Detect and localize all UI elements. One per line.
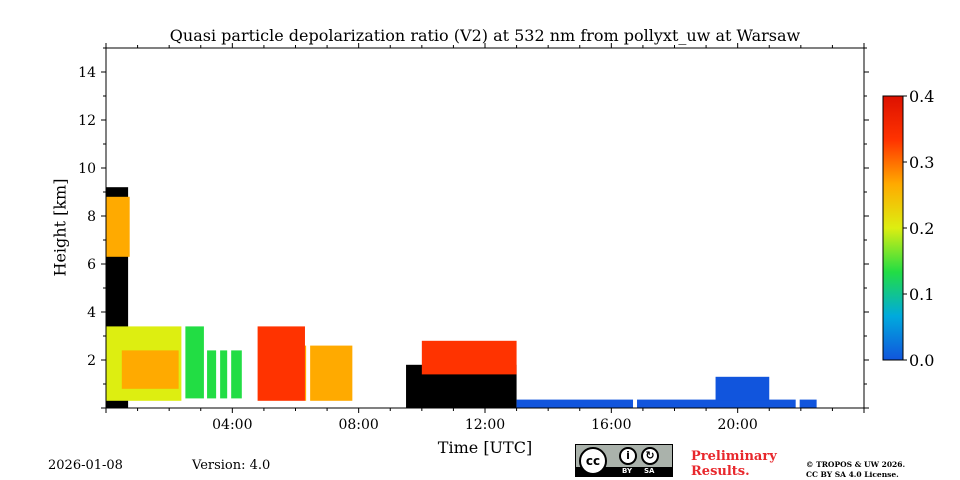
sa-icon: ↻ <box>641 447 659 465</box>
cc-badge-strip <box>576 467 672 476</box>
heatmap-area <box>106 48 817 408</box>
cc-license-badge: cc i ↻ BY SA <box>575 444 673 477</box>
preliminary-notice: Preliminary Results. <box>691 449 777 479</box>
date-label: 2026-01-08 <box>48 458 123 473</box>
data-gap-5 <box>633 48 638 408</box>
colorbar-tick-label-0.4: 0.4 <box>909 87 934 106</box>
y-axis-label: Height [km] <box>50 178 70 277</box>
copyright-line-2: CC BY SA 4.0 License. <box>806 470 899 479</box>
heatmap-region-10 <box>516 399 817 408</box>
colorbar <box>882 95 904 361</box>
y-tick-label-10: 10 <box>78 161 96 177</box>
colorbar-ticks: 0.0 0.1 0.2 0.3 0.4 <box>903 87 934 370</box>
data-gap-2 <box>227 48 232 408</box>
colorbar-tick-label-0.3: 0.3 <box>909 153 934 172</box>
copyright-line-1: © TROPOS & UW 2026. <box>806 460 906 469</box>
y-tick-label-4: 4 <box>87 305 96 321</box>
y-tick-label-12: 12 <box>78 113 96 129</box>
data-gap-6 <box>795 48 800 408</box>
cc-icon: cc <box>579 447 607 475</box>
y-tick-label-2: 2 <box>87 353 96 369</box>
x-tick-label-16:00: 16:00 <box>591 417 631 433</box>
heatmap-region-3 <box>121 350 179 389</box>
y-tick-label-8: 8 <box>87 209 96 225</box>
x-tick-label-20:00: 20:00 <box>717 417 757 433</box>
data-gap-3 <box>250 48 255 408</box>
heatmap-region-1 <box>106 196 130 257</box>
by-icon: i <box>619 447 637 465</box>
heatmap-region-9 <box>421 340 517 375</box>
colorbar-tick-label-0.1: 0.1 <box>909 285 934 304</box>
x-tick-label-04:00: 04:00 <box>212 417 252 433</box>
heatmap-region-4 <box>184 326 204 399</box>
data-gap-4 <box>306 48 311 408</box>
sa-label: SA <box>644 467 655 475</box>
heatmap-region-5 <box>207 350 242 399</box>
heatmap-region-7 <box>304 345 353 401</box>
colorbar-tick-label-0.0: 0.0 <box>909 351 934 370</box>
data-gap-0 <box>181 48 186 408</box>
by-label: BY <box>622 467 633 475</box>
preliminary-line-2: Results. <box>691 464 750 479</box>
heatmap-region-11 <box>715 376 770 401</box>
chart-title: Quasi particle depolarization ratio (V2)… <box>169 26 801 45</box>
x-axis-label: Time [UTC] <box>437 438 533 457</box>
data-gap-1 <box>216 48 221 408</box>
y-tick-label-14: 14 <box>78 65 96 81</box>
x-tick-label-12:00: 12:00 <box>465 417 505 433</box>
x-tick-label-08:00: 08:00 <box>338 417 378 433</box>
version-label: Version: 4.0 <box>192 458 271 473</box>
x-axis: 04:00 08:00 12:00 16:00 20:00 <box>105 43 865 433</box>
heatmap-region-6 <box>257 326 305 401</box>
preliminary-line-1: Preliminary <box>691 449 777 464</box>
copyright-notice: © TROPOS & UW 2026. CC BY SA 4.0 License… <box>806 460 905 480</box>
y-tick-label-6: 6 <box>87 257 96 273</box>
colorbar-tick-label-0.2: 0.2 <box>909 219 934 238</box>
y-axis: 2 4 6 8 10 12 14 <box>78 47 869 409</box>
